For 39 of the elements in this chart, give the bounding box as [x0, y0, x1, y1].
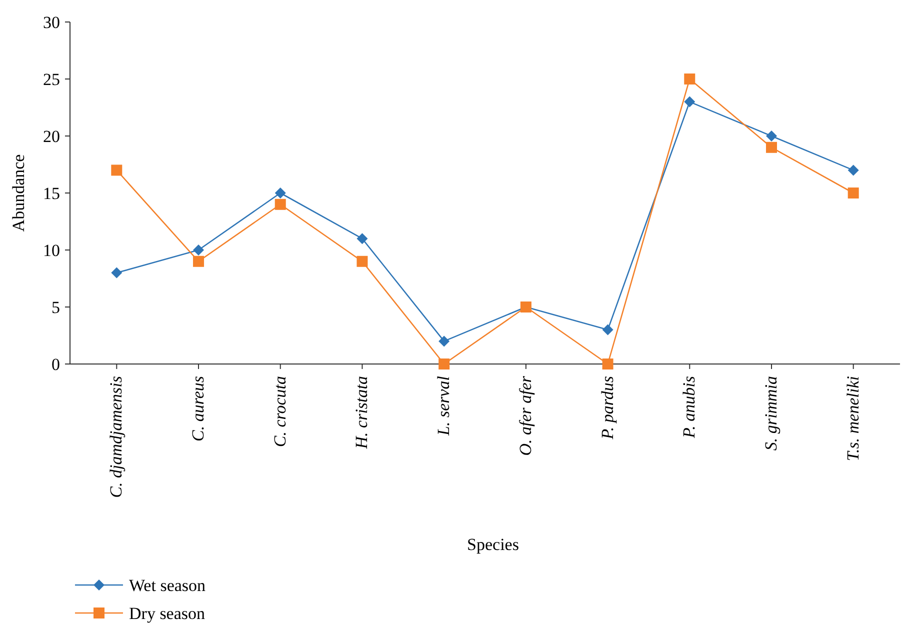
x-tick-label: C. djamdjamensis [106, 376, 126, 498]
x-tick-label: C. crocuta [270, 376, 290, 448]
point [356, 256, 368, 267]
point [848, 188, 859, 198]
x-tick-label: T.s. meneliki [843, 376, 862, 462]
y-tick-label: 25 [43, 70, 60, 89]
point [356, 233, 368, 244]
point [274, 188, 286, 198]
y-tick-label: 5 [52, 298, 60, 317]
point [602, 358, 614, 370]
x-tick-label: H. cristata [352, 376, 372, 450]
y-tick-label: 0 [52, 354, 60, 374]
x-tick-label: P. anubis [680, 376, 699, 440]
point [602, 324, 614, 336]
point [848, 164, 859, 176]
legend-label: Wet season [129, 576, 206, 595]
point [684, 96, 696, 108]
point [111, 164, 122, 176]
point [766, 130, 777, 142]
legend-label: Dry season [129, 604, 206, 623]
y-tick-label: 15 [43, 184, 60, 203]
y-tick-label: 10 [43, 240, 60, 260]
x-tick-label: L. serval [434, 376, 454, 436]
x-axis-title: Species [467, 535, 519, 554]
point [684, 74, 696, 84]
x-tick-label: S. grimmia [761, 376, 780, 451]
y-tick-label: 20 [43, 126, 60, 146]
x-tick-label: C. aureus [188, 376, 208, 442]
x-tick-label: P. pardus [598, 376, 617, 440]
point [438, 358, 450, 370]
point [274, 198, 286, 210]
point [193, 244, 204, 256]
point [111, 267, 122, 278]
point [438, 336, 450, 347]
x-tick-label: O. afer afer [516, 376, 535, 456]
point [766, 142, 777, 153]
y-tick-label: 30 [43, 12, 60, 32]
y-axis-title: Abundance [9, 154, 28, 232]
point [193, 256, 204, 267]
